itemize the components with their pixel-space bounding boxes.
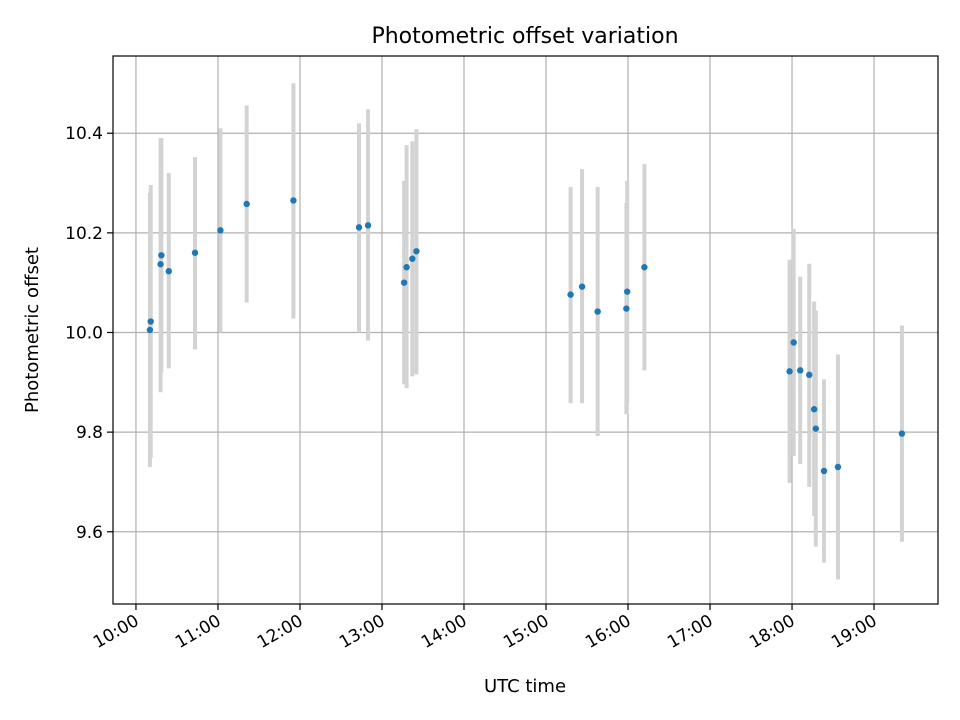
chart-title: Photometric offset variation (371, 24, 678, 49)
data-point (790, 339, 797, 346)
y-tick-label: 10.0 (65, 323, 103, 343)
data-point (400, 279, 408, 286)
x-axis-label: UTC time (484, 676, 566, 697)
data-point (834, 463, 842, 471)
y-tick-label: 10.4 (65, 124, 103, 144)
data-point (147, 318, 154, 325)
plot-area-frame (112, 55, 939, 605)
data-point (355, 224, 363, 231)
data-point (641, 264, 648, 271)
data-point (806, 371, 813, 379)
data-point (898, 430, 906, 437)
data-point (403, 264, 410, 271)
y-tick-label: 9.6 (76, 523, 103, 543)
data-point (786, 368, 793, 375)
y-tick-label: 10.2 (65, 224, 103, 244)
data-point (217, 227, 224, 234)
data-point (191, 249, 199, 256)
data-point (409, 255, 416, 262)
data-point (146, 326, 154, 334)
data-point (820, 467, 828, 475)
y-axis: 9.6 9.8 10.0 10.2 10.4 (65, 124, 113, 543)
y-tick-label: 9.8 (76, 423, 103, 443)
data-point (243, 200, 250, 208)
data-point (578, 283, 586, 290)
data-point (623, 288, 631, 295)
data-point (623, 305, 630, 312)
y-axis-label: Photometric offset (22, 247, 43, 413)
data-point (810, 406, 818, 413)
data-point (413, 248, 420, 255)
data-point (567, 291, 574, 298)
data-points (146, 197, 906, 475)
grid (113, 56, 938, 604)
data-point (812, 425, 820, 432)
data-point (165, 268, 172, 275)
data-point (290, 197, 297, 204)
data-point (364, 222, 372, 229)
data-point (797, 367, 804, 374)
data-point (158, 252, 165, 259)
data-point (594, 308, 601, 315)
data-point (157, 261, 164, 268)
